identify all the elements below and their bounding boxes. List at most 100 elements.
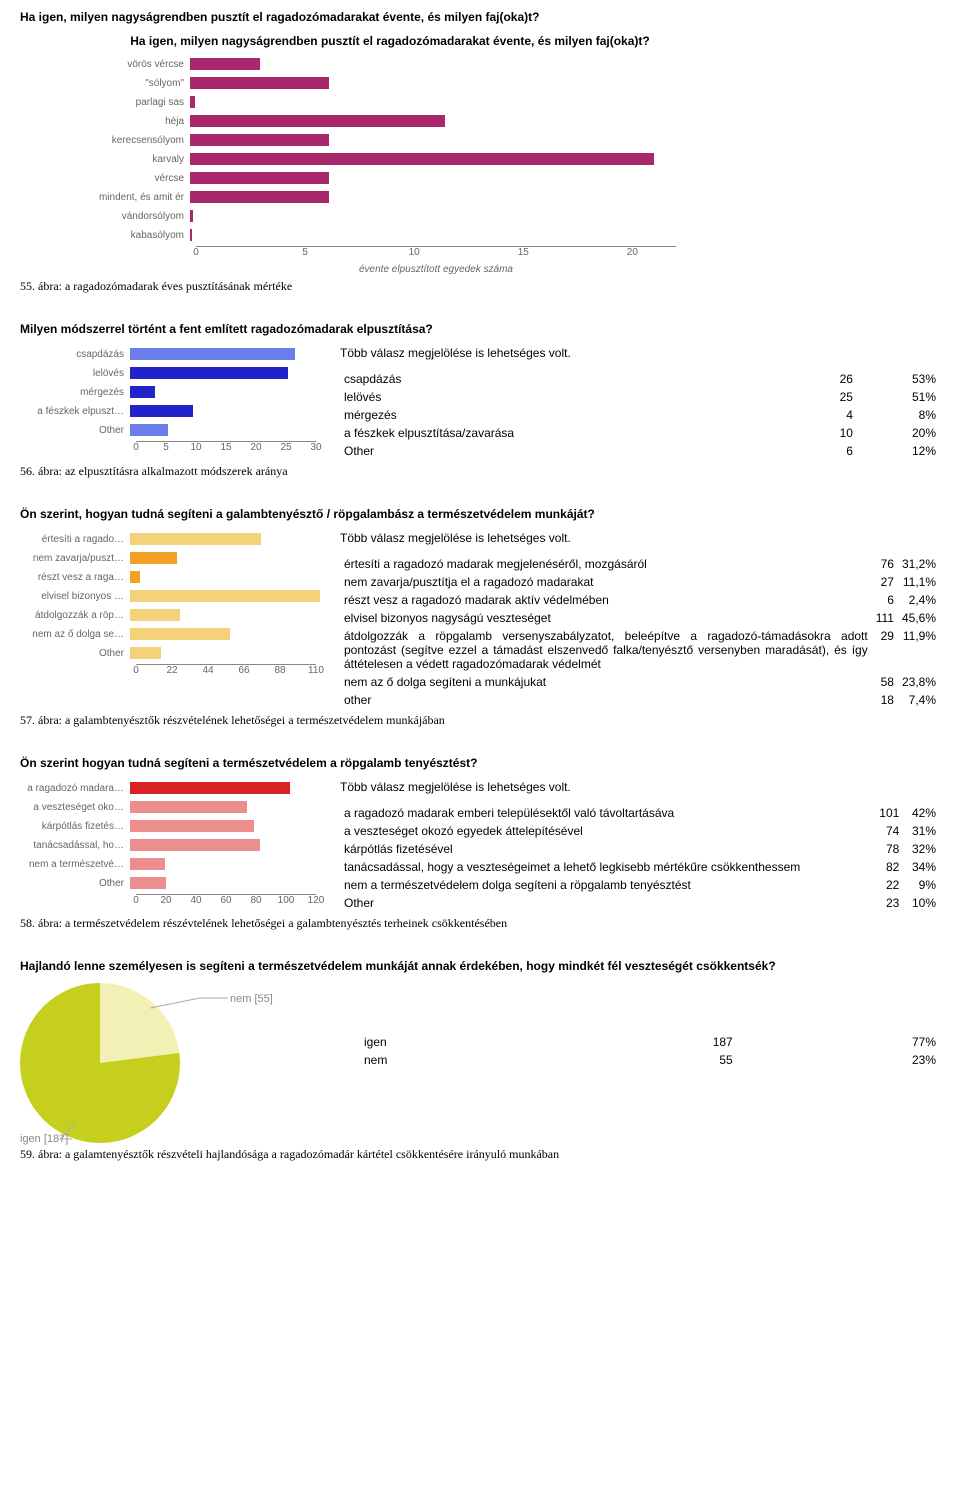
table-row: a veszteséget okozó egyedek áttelepítésé… [340, 822, 940, 840]
table-cell-label: Other [340, 442, 802, 460]
chart-bar-label: mindent, és amit ér [80, 192, 190, 203]
chart-tick: 20 [627, 247, 638, 258]
chart-tick: 120 [308, 895, 325, 906]
chart-tick: 0 [133, 665, 139, 676]
table-cell-count: 187 [559, 1033, 737, 1051]
chart-tick: 20 [160, 895, 171, 906]
chart-bar-row: vándorsólyom [80, 208, 700, 224]
chart-1: vörös vércse"sólyom"parlagi sashéjakerec… [80, 56, 700, 275]
chart-bar-label: csapdázás [20, 349, 130, 360]
table-row: lelövés2551% [340, 388, 940, 406]
chart-tick: 40 [190, 895, 201, 906]
chart-bar-label: héja [80, 116, 190, 127]
chart-tick: 20 [250, 442, 261, 453]
chart-bar-label: nem a természetvé… [20, 859, 130, 870]
table-cell-pct: 8% [857, 406, 940, 424]
chart-tick: 30 [310, 442, 321, 453]
chart-bar-label: átdolgozzák a röp… [20, 610, 130, 621]
chart-bar-row: mindent, és amit ér [80, 189, 700, 205]
multi-note-3: Több válasz megjelölése is lehetséges vo… [340, 531, 940, 545]
table-cell-pct: 23,8% [898, 673, 940, 691]
chart-tick: 22 [166, 665, 177, 676]
chart-bar-label: Other [20, 878, 130, 889]
table-cell-label: kárpótlás fizetésével [340, 840, 871, 858]
table-row: tanácsadással, hogy a veszteségeimet a l… [340, 858, 940, 876]
chart-bar [130, 590, 320, 602]
table-cell-label: elvisel bizonyos nagyságú veszteséget [340, 609, 872, 627]
table-cell-pct: 34% [903, 858, 940, 876]
chart-bar-row: "sólyom" [80, 75, 700, 91]
caption-55: 55. ábra: a ragadozómadarak éves pusztít… [20, 279, 940, 294]
table-row: nem a természetvédelem dolga segíteni a … [340, 876, 940, 894]
table-3: értesíti a ragadozó madarak megjelenésér… [340, 555, 940, 709]
chart-bar-row: csapdázás [20, 346, 320, 362]
table-cell-pct: 12% [857, 442, 940, 460]
chart-bar [130, 348, 295, 360]
chart-bar-row: a ragadozó madara… [20, 780, 320, 796]
section-4-heading: Ön szerint hogyan tudná segíteni a termé… [20, 756, 940, 770]
table-row: kárpótlás fizetésével7832% [340, 840, 940, 858]
chart-bar [130, 405, 193, 417]
table-cell-pct: 53% [857, 370, 940, 388]
table-row: részt vesz a ragadozó madarak aktív véde… [340, 591, 940, 609]
table-cell-pct: 9% [903, 876, 940, 894]
table-cell-count: 6 [872, 591, 898, 609]
chart-bar-label: parlagi sas [80, 97, 190, 108]
section-5: Hajlandó lenne személyesen is segíteni a… [20, 959, 940, 1162]
chart-bar-label: mérgezés [20, 387, 130, 398]
chart-bar-row: kárpótlás fizetés… [20, 818, 320, 834]
table-2: csapdázás2653%lelövés2551%mérgezés48%a f… [340, 370, 940, 460]
chart-bar-label: vörös vércse [80, 59, 190, 70]
table-cell-count: 82 [871, 858, 903, 876]
table-cell-pct: 42% [903, 804, 940, 822]
table-cell-pct: 2,4% [898, 591, 940, 609]
table-cell-label: tanácsadással, hogy a veszteségeimet a l… [340, 858, 871, 876]
chart-bar-row: értesíti a ragado… [20, 531, 320, 547]
section-3-heading: Ön szerint, hogyan tudná segíteni a gala… [20, 507, 940, 521]
table-4: a ragadozó madarak emberi településektől… [340, 804, 940, 912]
table-cell-count: 25 [802, 388, 857, 406]
chart-tick: 100 [278, 895, 295, 906]
chart-tick: 5 [302, 247, 308, 258]
chart-x-axis: 05101520 [196, 246, 676, 262]
table-row: csapdázás2653% [340, 370, 940, 388]
chart-bar-row: héja [80, 113, 700, 129]
chart-bar [190, 153, 654, 165]
chart-bar-row: tanácsadással, ho… [20, 837, 320, 853]
table-row: a ragadozó madarak emberi településektől… [340, 804, 940, 822]
table-row: mérgezés48% [340, 406, 940, 424]
chart-bar [190, 115, 445, 127]
chart-bar-row: Other [20, 875, 320, 891]
section-1: Ha igen, milyen nagyságrendben pusztít e… [20, 10, 940, 294]
section-1-heading: Ha igen, milyen nagyságrendben pusztít e… [20, 10, 940, 24]
table-row: a fészkek elpusztítása/zavarása1020% [340, 424, 940, 442]
chart-bar-row: nem a természetvé… [20, 856, 320, 872]
chart-bar-row: Other [20, 645, 320, 661]
chart-bar [190, 77, 329, 89]
chart-bar-row: vörös vércse [80, 56, 700, 72]
table-cell-label: a fészkek elpusztítása/zavarása [340, 424, 802, 442]
chart-bar [190, 172, 329, 184]
chart-tick: 10 [409, 247, 420, 258]
chart-bar-row: lelövés [20, 365, 320, 381]
chart-bar-row: nem az ő dolga se… [20, 626, 320, 642]
table-5: igen18777%nem5523% [360, 1033, 940, 1069]
table-cell-count: 18 [872, 691, 898, 709]
table-cell-label: a veszteséget okozó egyedek áttelepítésé… [340, 822, 871, 840]
chart-tick: 0 [133, 895, 139, 906]
chart-x-axis: 020406080100120 [136, 894, 316, 910]
table-cell-label: csapdázás [340, 370, 802, 388]
chart-bar-row: nem zavarja/puszt… [20, 550, 320, 566]
chart-bar-label: nem zavarja/puszt… [20, 553, 130, 564]
table-row: igen18777% [360, 1033, 940, 1051]
chart-bar [130, 571, 140, 583]
table-cell-pct: 11,1% [898, 573, 940, 591]
chart-bar-label: vércse [80, 173, 190, 184]
table-row: Other2310% [340, 894, 940, 912]
chart-bar [190, 134, 329, 146]
chart-tick: 44 [202, 665, 213, 676]
table-cell-count: 27 [872, 573, 898, 591]
table-cell-label: nem [360, 1051, 559, 1069]
table-cell-count: 111 [872, 609, 898, 627]
table-cell-count: 26 [802, 370, 857, 388]
